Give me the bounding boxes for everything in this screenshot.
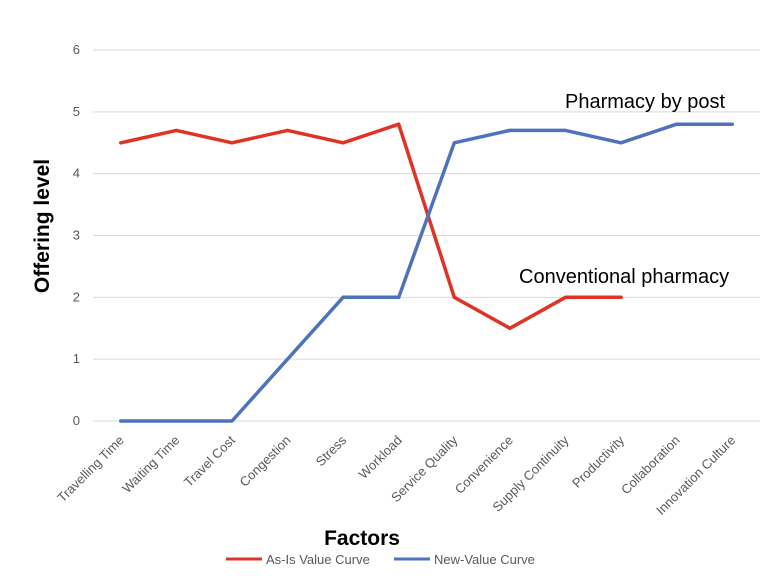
data-point <box>230 419 234 423</box>
y-tick-label: 4 <box>73 166 80 181</box>
y-tick-labels: 0 1 2 3 4 5 6 <box>73 42 80 428</box>
data-point <box>341 141 345 145</box>
x-category-label: Congestion <box>237 433 294 490</box>
series-line-as-is <box>119 122 623 331</box>
data-point <box>730 122 734 126</box>
data-point <box>619 141 623 145</box>
data-point <box>563 128 568 132</box>
y-tick-label: 5 <box>73 104 80 119</box>
data-point <box>452 295 456 299</box>
annotation-conventional-pharmacy: Conventional pharmacy <box>519 266 729 288</box>
data-point <box>174 419 178 423</box>
x-category-label: Workload <box>356 433 405 482</box>
data-point <box>119 141 123 145</box>
legend-label-as-is: As-Is Value Curve <box>266 552 370 567</box>
data-point <box>119 419 123 423</box>
x-category-label: Travel Cost <box>181 432 239 490</box>
data-point <box>619 295 623 299</box>
x-category-label: Waiting Time <box>119 433 182 496</box>
legend: As-Is Value Curve New-Value Curve <box>226 552 535 567</box>
data-point <box>174 128 178 132</box>
data-point <box>397 122 401 126</box>
y-tick-label: 0 <box>73 413 80 428</box>
y-tick-label: 6 <box>73 42 80 57</box>
x-category-label: Travelling Time <box>54 433 127 506</box>
data-point <box>341 295 345 299</box>
x-axis-title: Factors <box>324 527 400 550</box>
data-point <box>230 141 234 145</box>
y-tick-label: 2 <box>73 289 80 304</box>
data-point <box>285 128 290 132</box>
y-tick-label: 1 <box>73 351 80 366</box>
data-point <box>397 295 401 299</box>
series-line-new-value <box>119 122 734 423</box>
data-point <box>675 122 679 126</box>
x-category-label: Productivity <box>569 432 627 490</box>
annotation-pharmacy-by-post: Pharmacy by post <box>565 91 726 113</box>
legend-label-new-value: New-Value Curve <box>434 552 535 567</box>
data-point <box>563 295 568 299</box>
data-point <box>508 326 512 330</box>
data-point <box>508 128 512 132</box>
data-point <box>285 357 290 361</box>
gridlines <box>93 49 760 422</box>
series-lines <box>119 122 734 423</box>
data-point <box>452 141 456 145</box>
y-axis-title: Offering level <box>31 159 54 293</box>
y-tick-label: 3 <box>73 228 80 243</box>
x-category-label: Stress <box>313 432 350 469</box>
